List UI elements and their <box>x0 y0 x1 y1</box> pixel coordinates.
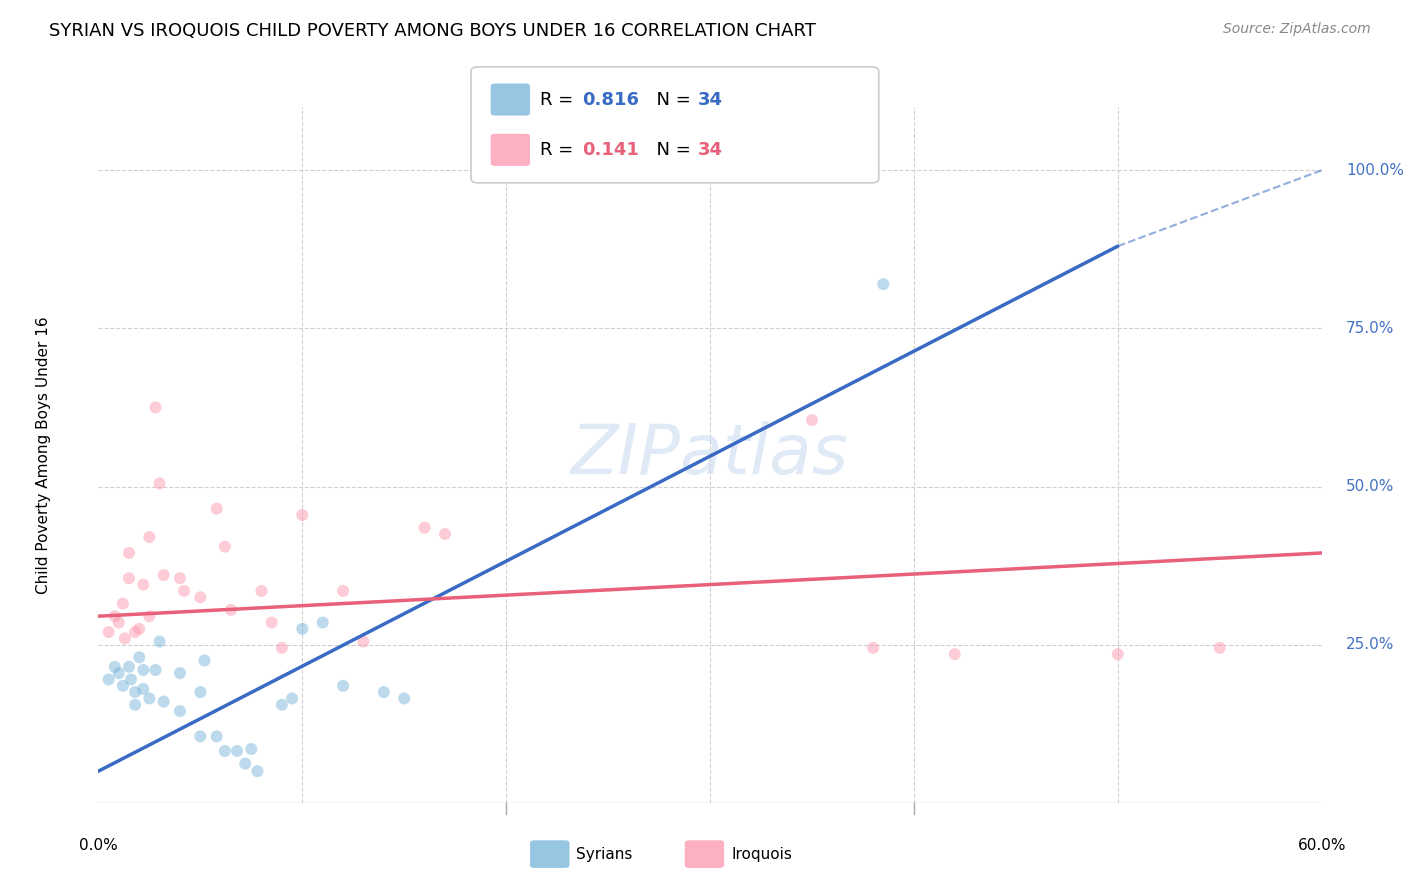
Point <box>413 521 436 535</box>
Text: Child Poverty Among Boys Under 16: Child Poverty Among Boys Under 16 <box>37 316 51 594</box>
Point <box>114 632 136 646</box>
Text: R =: R = <box>540 91 579 109</box>
Point <box>862 640 884 655</box>
Point <box>120 673 142 687</box>
Point <box>260 615 283 630</box>
Point <box>219 603 242 617</box>
Text: 0.0%: 0.0% <box>79 838 118 853</box>
Point <box>118 571 141 585</box>
Point <box>97 625 120 640</box>
Text: 75.0%: 75.0% <box>1346 321 1395 336</box>
Text: 0.141: 0.141 <box>582 141 638 159</box>
Point <box>240 742 263 756</box>
Text: 25.0%: 25.0% <box>1346 637 1395 652</box>
Point <box>188 730 212 744</box>
Point <box>145 663 167 677</box>
Point <box>291 622 314 636</box>
Point <box>145 401 167 415</box>
Text: R =: R = <box>540 141 579 159</box>
Point <box>214 540 236 554</box>
Point <box>312 615 335 630</box>
Point <box>193 653 215 667</box>
Text: 34: 34 <box>697 91 723 109</box>
Point <box>124 698 146 712</box>
Point <box>352 634 374 648</box>
Point <box>169 666 191 681</box>
Point <box>138 609 160 624</box>
Point <box>104 660 127 674</box>
Text: Iroquois: Iroquois <box>731 847 792 862</box>
Point <box>97 673 120 687</box>
Point <box>149 634 172 648</box>
Text: 100.0%: 100.0% <box>1346 163 1405 178</box>
Point <box>169 704 191 718</box>
Point <box>132 663 155 677</box>
Point <box>872 277 894 292</box>
Point <box>1209 640 1232 655</box>
Point <box>118 660 141 674</box>
Point <box>226 744 249 758</box>
Point <box>246 764 269 779</box>
Point <box>233 756 256 771</box>
Point <box>104 609 127 624</box>
Point <box>108 666 131 681</box>
Point <box>205 501 228 516</box>
Point <box>281 691 304 706</box>
Point <box>214 744 236 758</box>
Point <box>111 679 134 693</box>
Text: 34: 34 <box>697 141 723 159</box>
Point <box>270 698 294 712</box>
Text: Source: ZipAtlas.com: Source: ZipAtlas.com <box>1223 22 1371 37</box>
Point <box>943 647 966 661</box>
Point <box>149 476 172 491</box>
Point <box>118 546 141 560</box>
Point <box>173 583 195 598</box>
Point <box>392 691 416 706</box>
Point <box>152 695 174 709</box>
Text: 0.816: 0.816 <box>582 91 640 109</box>
Point <box>128 650 150 665</box>
Point <box>138 691 160 706</box>
Point <box>801 413 824 427</box>
Point <box>124 685 146 699</box>
Point <box>111 597 134 611</box>
Point <box>1107 647 1129 661</box>
Point <box>291 508 314 522</box>
Text: Syrians: Syrians <box>576 847 633 862</box>
Point <box>434 527 457 541</box>
Point <box>169 571 191 585</box>
Point <box>332 583 354 598</box>
Point <box>188 685 212 699</box>
Point <box>250 583 273 598</box>
Point <box>205 730 228 744</box>
Point <box>132 681 155 696</box>
Point <box>152 568 174 582</box>
Point <box>373 685 395 699</box>
Point <box>332 679 354 693</box>
Point <box>124 625 146 640</box>
Text: ZIPatlas: ZIPatlas <box>571 421 849 489</box>
Text: SYRIAN VS IROQUOIS CHILD POVERTY AMONG BOYS UNDER 16 CORRELATION CHART: SYRIAN VS IROQUOIS CHILD POVERTY AMONG B… <box>49 22 815 40</box>
Point <box>270 640 294 655</box>
Text: 50.0%: 50.0% <box>1346 479 1395 494</box>
Point <box>128 622 150 636</box>
Point <box>138 530 160 544</box>
Point <box>132 577 155 591</box>
Text: N =: N = <box>645 91 697 109</box>
Point <box>188 591 212 605</box>
Text: 60.0%: 60.0% <box>1298 838 1346 853</box>
Point <box>108 615 131 630</box>
Text: N =: N = <box>645 141 697 159</box>
